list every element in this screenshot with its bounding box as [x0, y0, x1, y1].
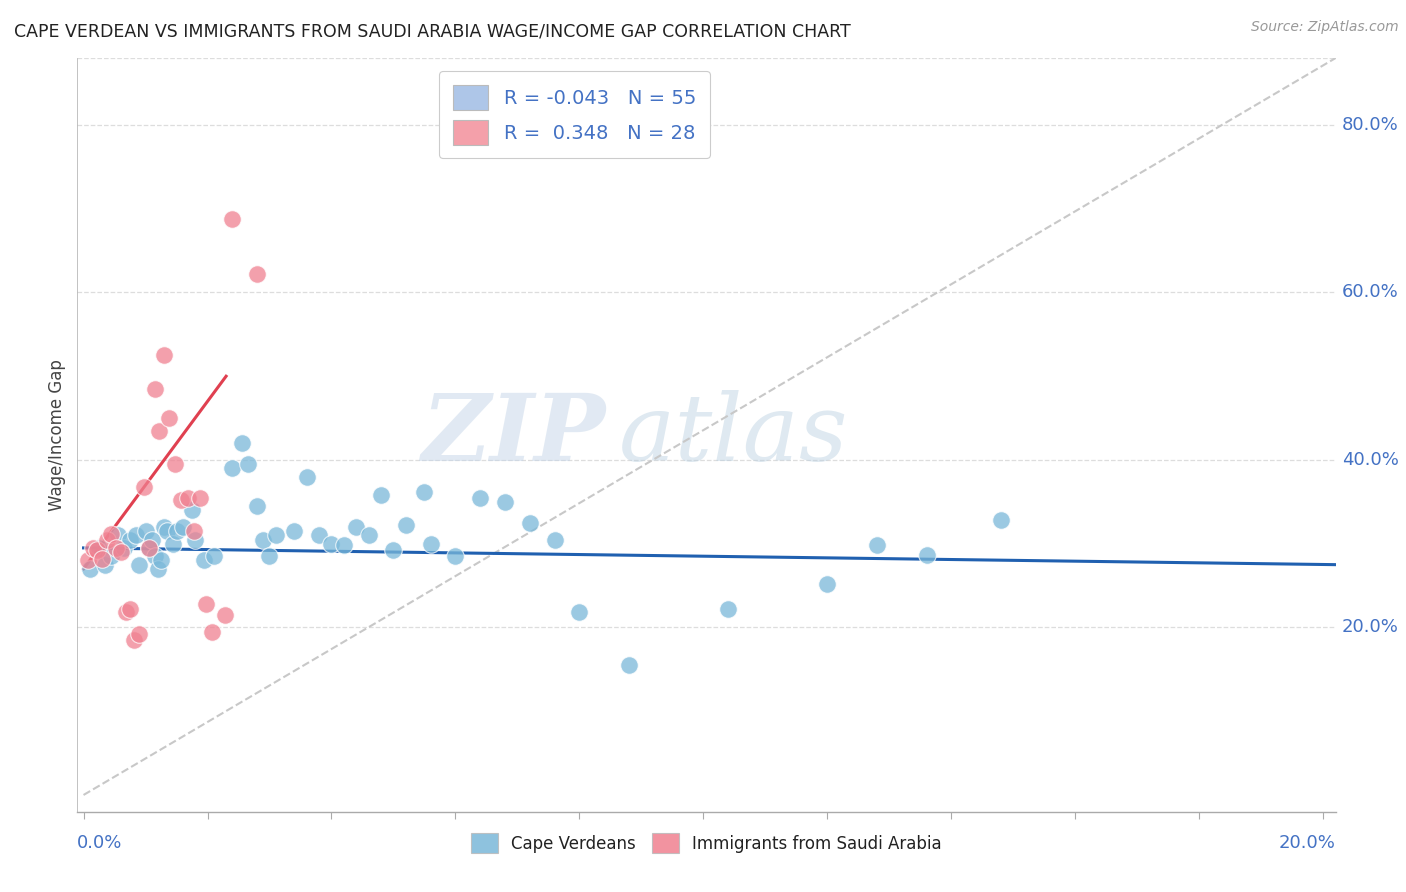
Point [470, 491, 492, 505]
Point [128, 558, 150, 572]
Point [100, 549, 122, 564]
Point [156, 524, 179, 538]
Text: ZIP: ZIP [422, 390, 606, 480]
Point [195, 597, 218, 611]
Point [91, 551, 114, 566]
Point [150, 553, 173, 567]
Point [82, 541, 104, 555]
Legend: Cape Verdeans, Immigrants from Saudi Arabia: Cape Verdeans, Immigrants from Saudi Ara… [464, 826, 949, 860]
Point [138, 541, 160, 555]
Point [87, 541, 110, 555]
Y-axis label: Wage/Income Gap: Wage/Income Gap [48, 359, 66, 511]
Text: 0.0%: 0.0% [77, 834, 122, 853]
Point [231, 436, 253, 450]
Point [221, 461, 243, 475]
Point [568, 606, 591, 620]
Point [184, 533, 207, 547]
Point [419, 537, 441, 551]
Point [214, 607, 236, 622]
Point [148, 424, 170, 438]
Point [395, 518, 418, 533]
Point [165, 457, 187, 471]
Point [915, 548, 938, 562]
Point [264, 528, 287, 542]
Text: 20.0%: 20.0% [1279, 834, 1336, 853]
Point [143, 382, 166, 396]
Point [146, 562, 169, 576]
Text: atlas: atlas [619, 390, 848, 480]
Point [259, 549, 281, 564]
Point [166, 524, 188, 538]
Text: CAPE VERDEAN VS IMMIGRANTS FROM SAUDI ARABIA WAGE/INCOME GAP CORRELATION CHART: CAPE VERDEAN VS IMMIGRANTS FROM SAUDI AR… [14, 22, 851, 40]
Point [181, 503, 204, 517]
Point [543, 533, 565, 547]
Point [79, 562, 101, 576]
Point [153, 348, 176, 362]
Point [138, 541, 160, 555]
Point [321, 537, 343, 551]
Point [413, 484, 436, 499]
Point [134, 524, 156, 538]
Point [183, 524, 205, 538]
Point [141, 533, 163, 547]
Point [815, 577, 838, 591]
Text: 80.0%: 80.0% [1341, 116, 1399, 134]
Point [333, 538, 356, 552]
Point [382, 543, 405, 558]
Point [170, 493, 193, 508]
Point [176, 491, 198, 505]
Point [344, 520, 367, 534]
Point [717, 602, 740, 616]
Point [162, 537, 184, 551]
Point [221, 211, 243, 226]
Point [357, 528, 380, 542]
Point [188, 491, 211, 505]
Point [201, 624, 224, 639]
Point [617, 658, 640, 673]
Point [236, 457, 259, 471]
Text: 60.0%: 60.0% [1341, 284, 1399, 301]
Point [100, 526, 122, 541]
Point [172, 520, 194, 534]
Point [202, 549, 225, 564]
Point [125, 528, 148, 542]
Text: 20.0%: 20.0% [1341, 618, 1399, 637]
Point [157, 411, 180, 425]
Text: Source: ZipAtlas.com: Source: ZipAtlas.com [1251, 20, 1399, 34]
Point [94, 558, 117, 572]
Point [110, 545, 132, 559]
Point [124, 633, 146, 648]
Point [107, 528, 129, 542]
Point [86, 543, 108, 558]
Point [112, 541, 135, 555]
Point [252, 533, 274, 547]
Point [246, 499, 269, 513]
Point [118, 602, 141, 616]
Text: 40.0%: 40.0% [1341, 451, 1399, 469]
Point [444, 549, 467, 564]
Point [283, 524, 305, 538]
Point [114, 606, 136, 620]
Point [134, 480, 156, 494]
Point [370, 488, 392, 502]
Point [246, 267, 269, 281]
Point [153, 520, 176, 534]
Point [128, 627, 150, 641]
Point [77, 553, 100, 567]
Point [96, 533, 118, 547]
Point [193, 553, 215, 567]
Point [143, 549, 166, 564]
Point [308, 528, 330, 542]
Point [118, 533, 141, 547]
Point [990, 513, 1012, 527]
Point [519, 516, 541, 530]
Point [494, 495, 516, 509]
Point [866, 538, 889, 552]
Point [104, 541, 127, 555]
Point [295, 469, 318, 483]
